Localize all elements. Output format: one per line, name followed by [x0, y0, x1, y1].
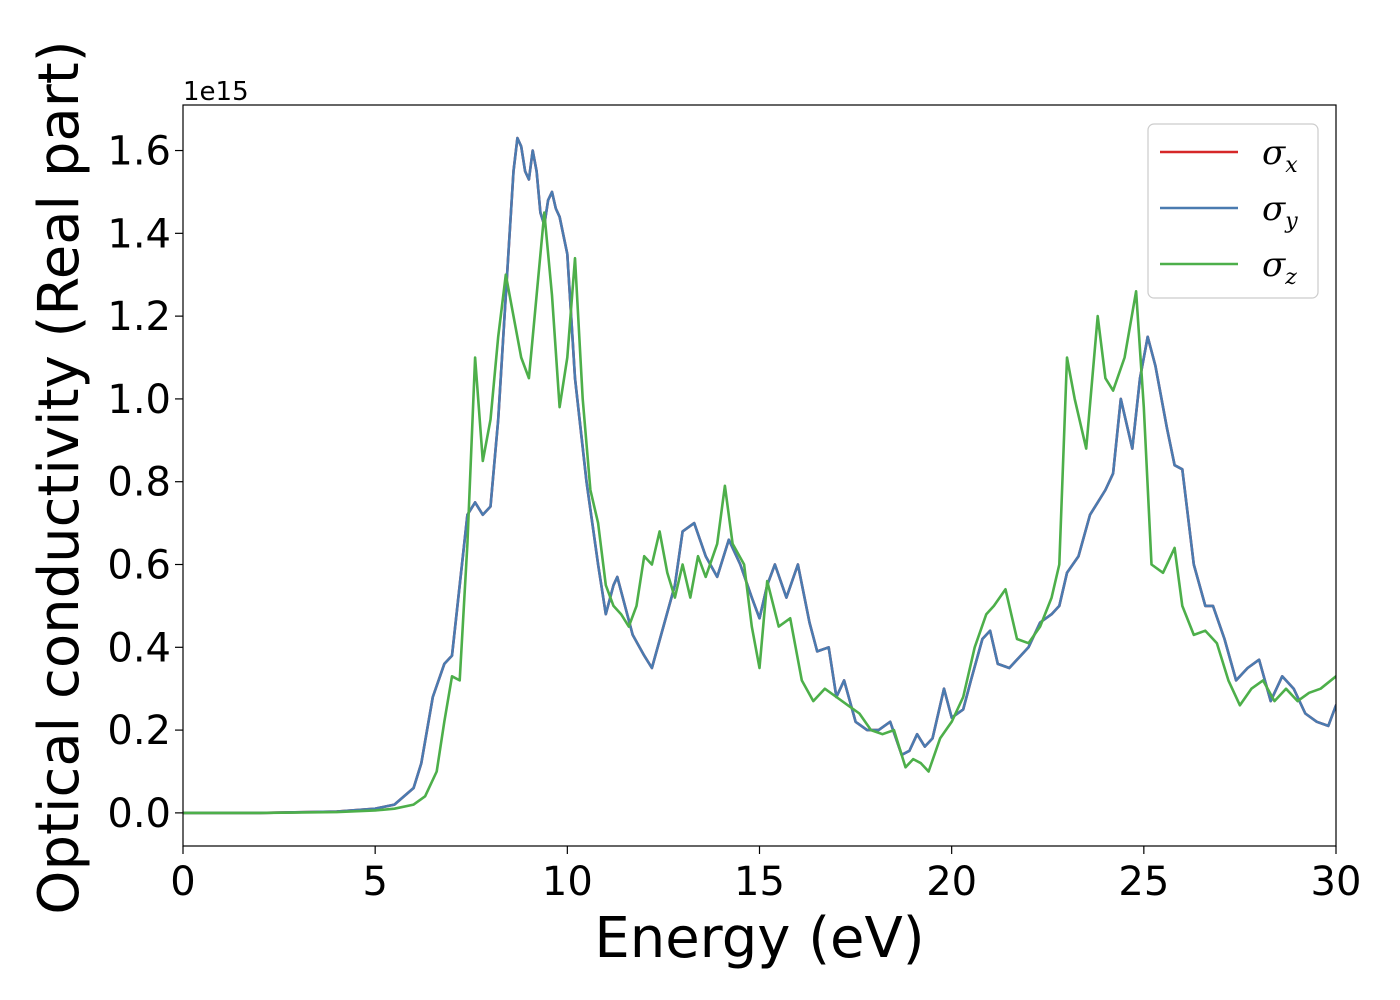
- series-line-y: [183, 136, 1336, 815]
- legend-box: [1147, 123, 1319, 299]
- y-tick-label: 0.0: [107, 791, 171, 837]
- legend-symbol: σ: [1262, 189, 1286, 229]
- y-axis-title: Optical conductivity (Real part): [27, 40, 92, 914]
- x-tick-label: 25: [1118, 859, 1169, 905]
- legend-subscript: y: [1284, 209, 1298, 234]
- legend-subscript: x: [1285, 153, 1298, 178]
- x-tick-label: 10: [542, 859, 593, 905]
- y-tick-label: 1.2: [107, 294, 171, 340]
- y-tick-label: 1.0: [107, 377, 171, 423]
- legend-symbol: σ: [1262, 133, 1286, 173]
- legend-symbol: σ: [1262, 245, 1286, 285]
- x-axis: 0 5 10 15 20 25 30: [170, 846, 1361, 905]
- y-tick-label: 0.6: [107, 543, 171, 589]
- y-tick-label: 1.6: [107, 129, 171, 175]
- legend-subscript: z: [1284, 265, 1297, 290]
- y-tick-label: 1.4: [107, 211, 171, 257]
- y-tick-label: 0.2: [107, 708, 171, 754]
- y-offset-label: 1e15: [183, 77, 249, 107]
- x-tick-label: 30: [1311, 859, 1362, 905]
- series-layer: [183, 136, 1336, 815]
- y-tick-label: 0.4: [107, 625, 171, 671]
- x-tick-label: 0: [170, 859, 195, 905]
- series-line-z: [183, 211, 1336, 815]
- x-axis-title: Energy (eV): [594, 906, 924, 971]
- x-tick-label: 5: [362, 859, 387, 905]
- legend-label-x: σx: [1262, 133, 1298, 178]
- legend-label-y: σy: [1262, 189, 1298, 234]
- x-tick-label: 15: [734, 859, 785, 905]
- legend-label-z: σz: [1262, 245, 1297, 290]
- y-axis: 0.0 0.2 0.4 0.6 0.8 1.0 1.2 1.4 1.6: [107, 129, 183, 837]
- y-tick-label: 0.8: [107, 460, 171, 506]
- x-tick-label: 20: [926, 859, 977, 905]
